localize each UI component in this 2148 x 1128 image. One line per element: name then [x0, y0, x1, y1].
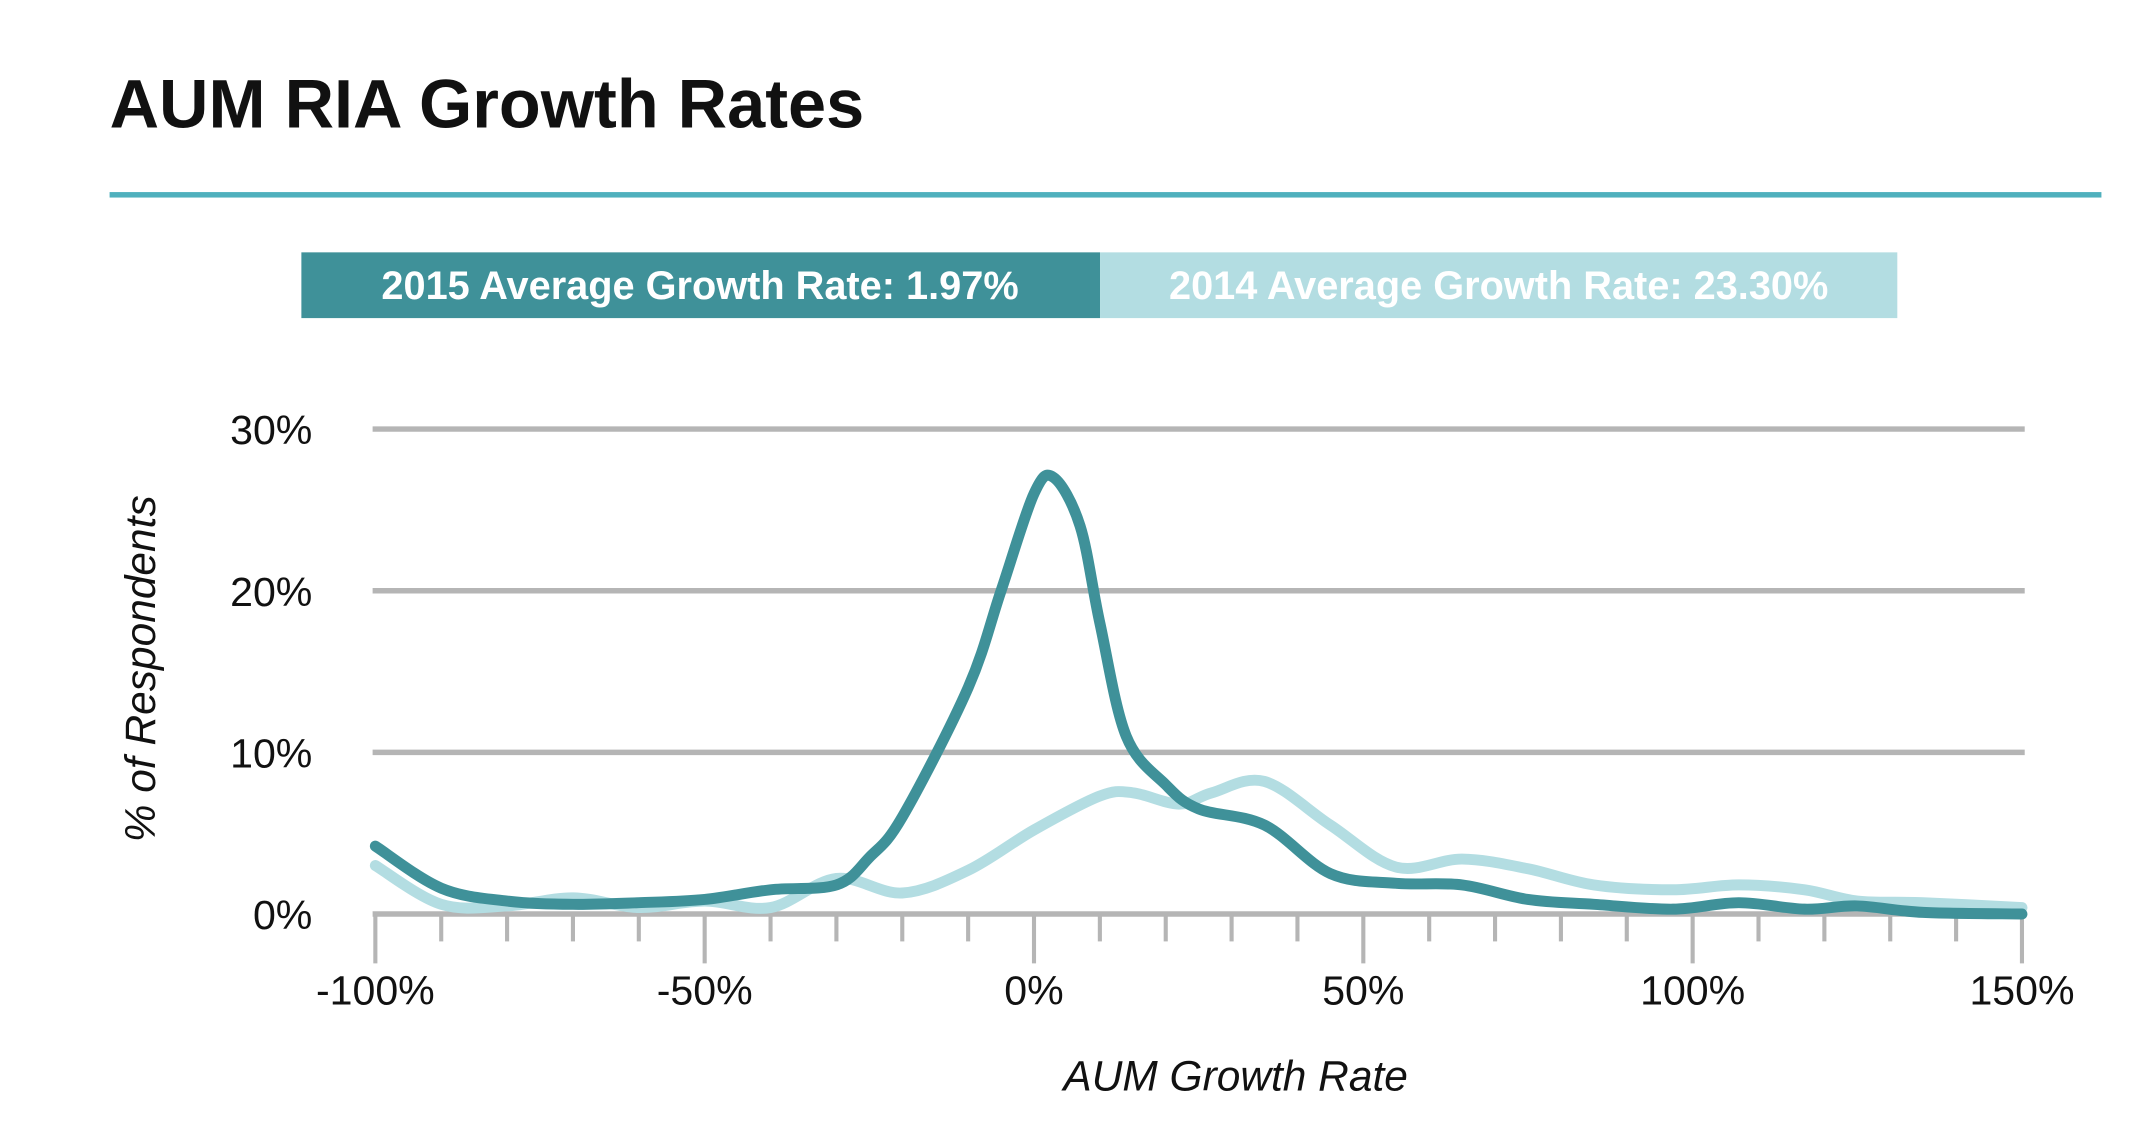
- legend-2015-swatch: [301, 252, 1101, 319]
- legend-2014-swatch: [1100, 252, 1898, 319]
- series-2014-line: [369, 774, 2028, 914]
- y-tick-label: 0%: [253, 892, 312, 938]
- y-axis-label: % of Respondents: [117, 495, 164, 842]
- y-tick-label: 30%: [230, 407, 312, 453]
- legend-2015-label: 2015 Average Growth Rate: 1.97%: [381, 264, 1018, 308]
- chart-title: AUM RIA Growth Rates: [110, 66, 865, 143]
- legend-2014-label: 2014 Average Growth Rate: 23.30%: [1169, 264, 1828, 308]
- y-tick-label: 20%: [230, 569, 312, 615]
- x-tick-label: 150%: [1969, 967, 2074, 1013]
- x-tick-label: 0%: [1004, 967, 1063, 1013]
- x-tick-label: -100%: [316, 967, 435, 1013]
- x-tick-label: 50%: [1322, 967, 1404, 1013]
- title-divider: [109, 192, 2102, 198]
- x-tick-label: 100%: [1640, 967, 1745, 1013]
- x-tick-label: -50%: [657, 967, 753, 1013]
- y-tick-label: 10%: [230, 730, 312, 776]
- series-2015-line: [369, 469, 2028, 920]
- x-axis-label: AUM Growth Rate: [1060, 1053, 1407, 1100]
